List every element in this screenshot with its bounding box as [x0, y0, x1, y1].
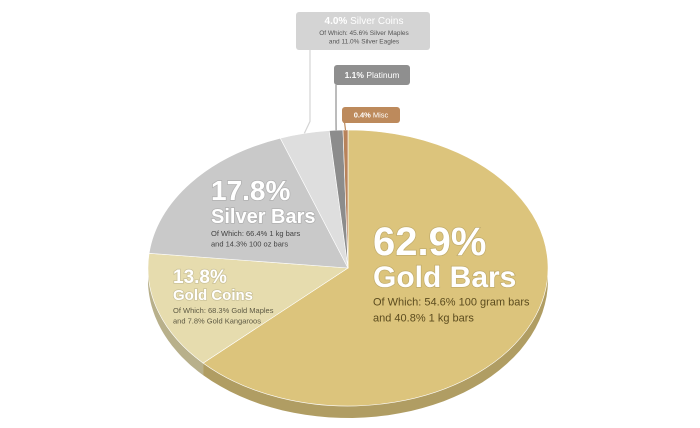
pie-sides	[148, 268, 548, 418]
note: and 40.8% 1 kg bars	[373, 313, 474, 325]
value-label: 4.0%	[325, 16, 348, 27]
note: Of Which: 54.6% 100 gram bars	[373, 297, 530, 309]
category-label: Gold Coins	[173, 287, 253, 304]
category-label: Gold Bars	[373, 261, 516, 294]
note: Of Which: 68.3% Gold Maples	[173, 306, 274, 315]
value-label: 62.9%	[373, 220, 486, 264]
callout-box	[342, 107, 400, 123]
category-label: Misc	[373, 111, 389, 120]
note: and 11.0% Silver Eagles	[329, 39, 400, 46]
pie-slices	[147, 129, 549, 407]
category-label: Silver Coins	[350, 16, 403, 27]
slice	[147, 252, 349, 364]
note: and 14.3% 100 oz bars	[211, 240, 288, 249]
category-label: Platinum	[366, 70, 399, 80]
callout-label: 0.4% Misc	[354, 111, 389, 120]
value-label: 0.4%	[354, 111, 371, 120]
value-label: 13.8%	[173, 267, 227, 288]
value-label: 17.8%	[211, 175, 290, 206]
note: Of Which: 45.6% Silver Maples	[319, 30, 409, 37]
slice	[202, 129, 549, 407]
callout-box	[296, 12, 430, 50]
labels: 62.9%Gold Bars Of Which: 54.6% 100 gram b…	[172, 12, 530, 326]
value-label: 1.1%	[345, 70, 365, 80]
callout-label: 4.0% Silver Coins	[325, 16, 404, 27]
note: and 7.8% Gold Kangaroos	[173, 317, 261, 326]
category-label: Silver Bars	[211, 206, 316, 228]
note: Of Which: 66.4% 1 kg bars	[211, 229, 300, 238]
slice-side	[148, 268, 204, 376]
slice	[148, 137, 349, 269]
callout-label: 1.1% Platinum	[345, 70, 400, 80]
leader-line	[303, 50, 311, 134]
callout-box	[334, 65, 410, 85]
